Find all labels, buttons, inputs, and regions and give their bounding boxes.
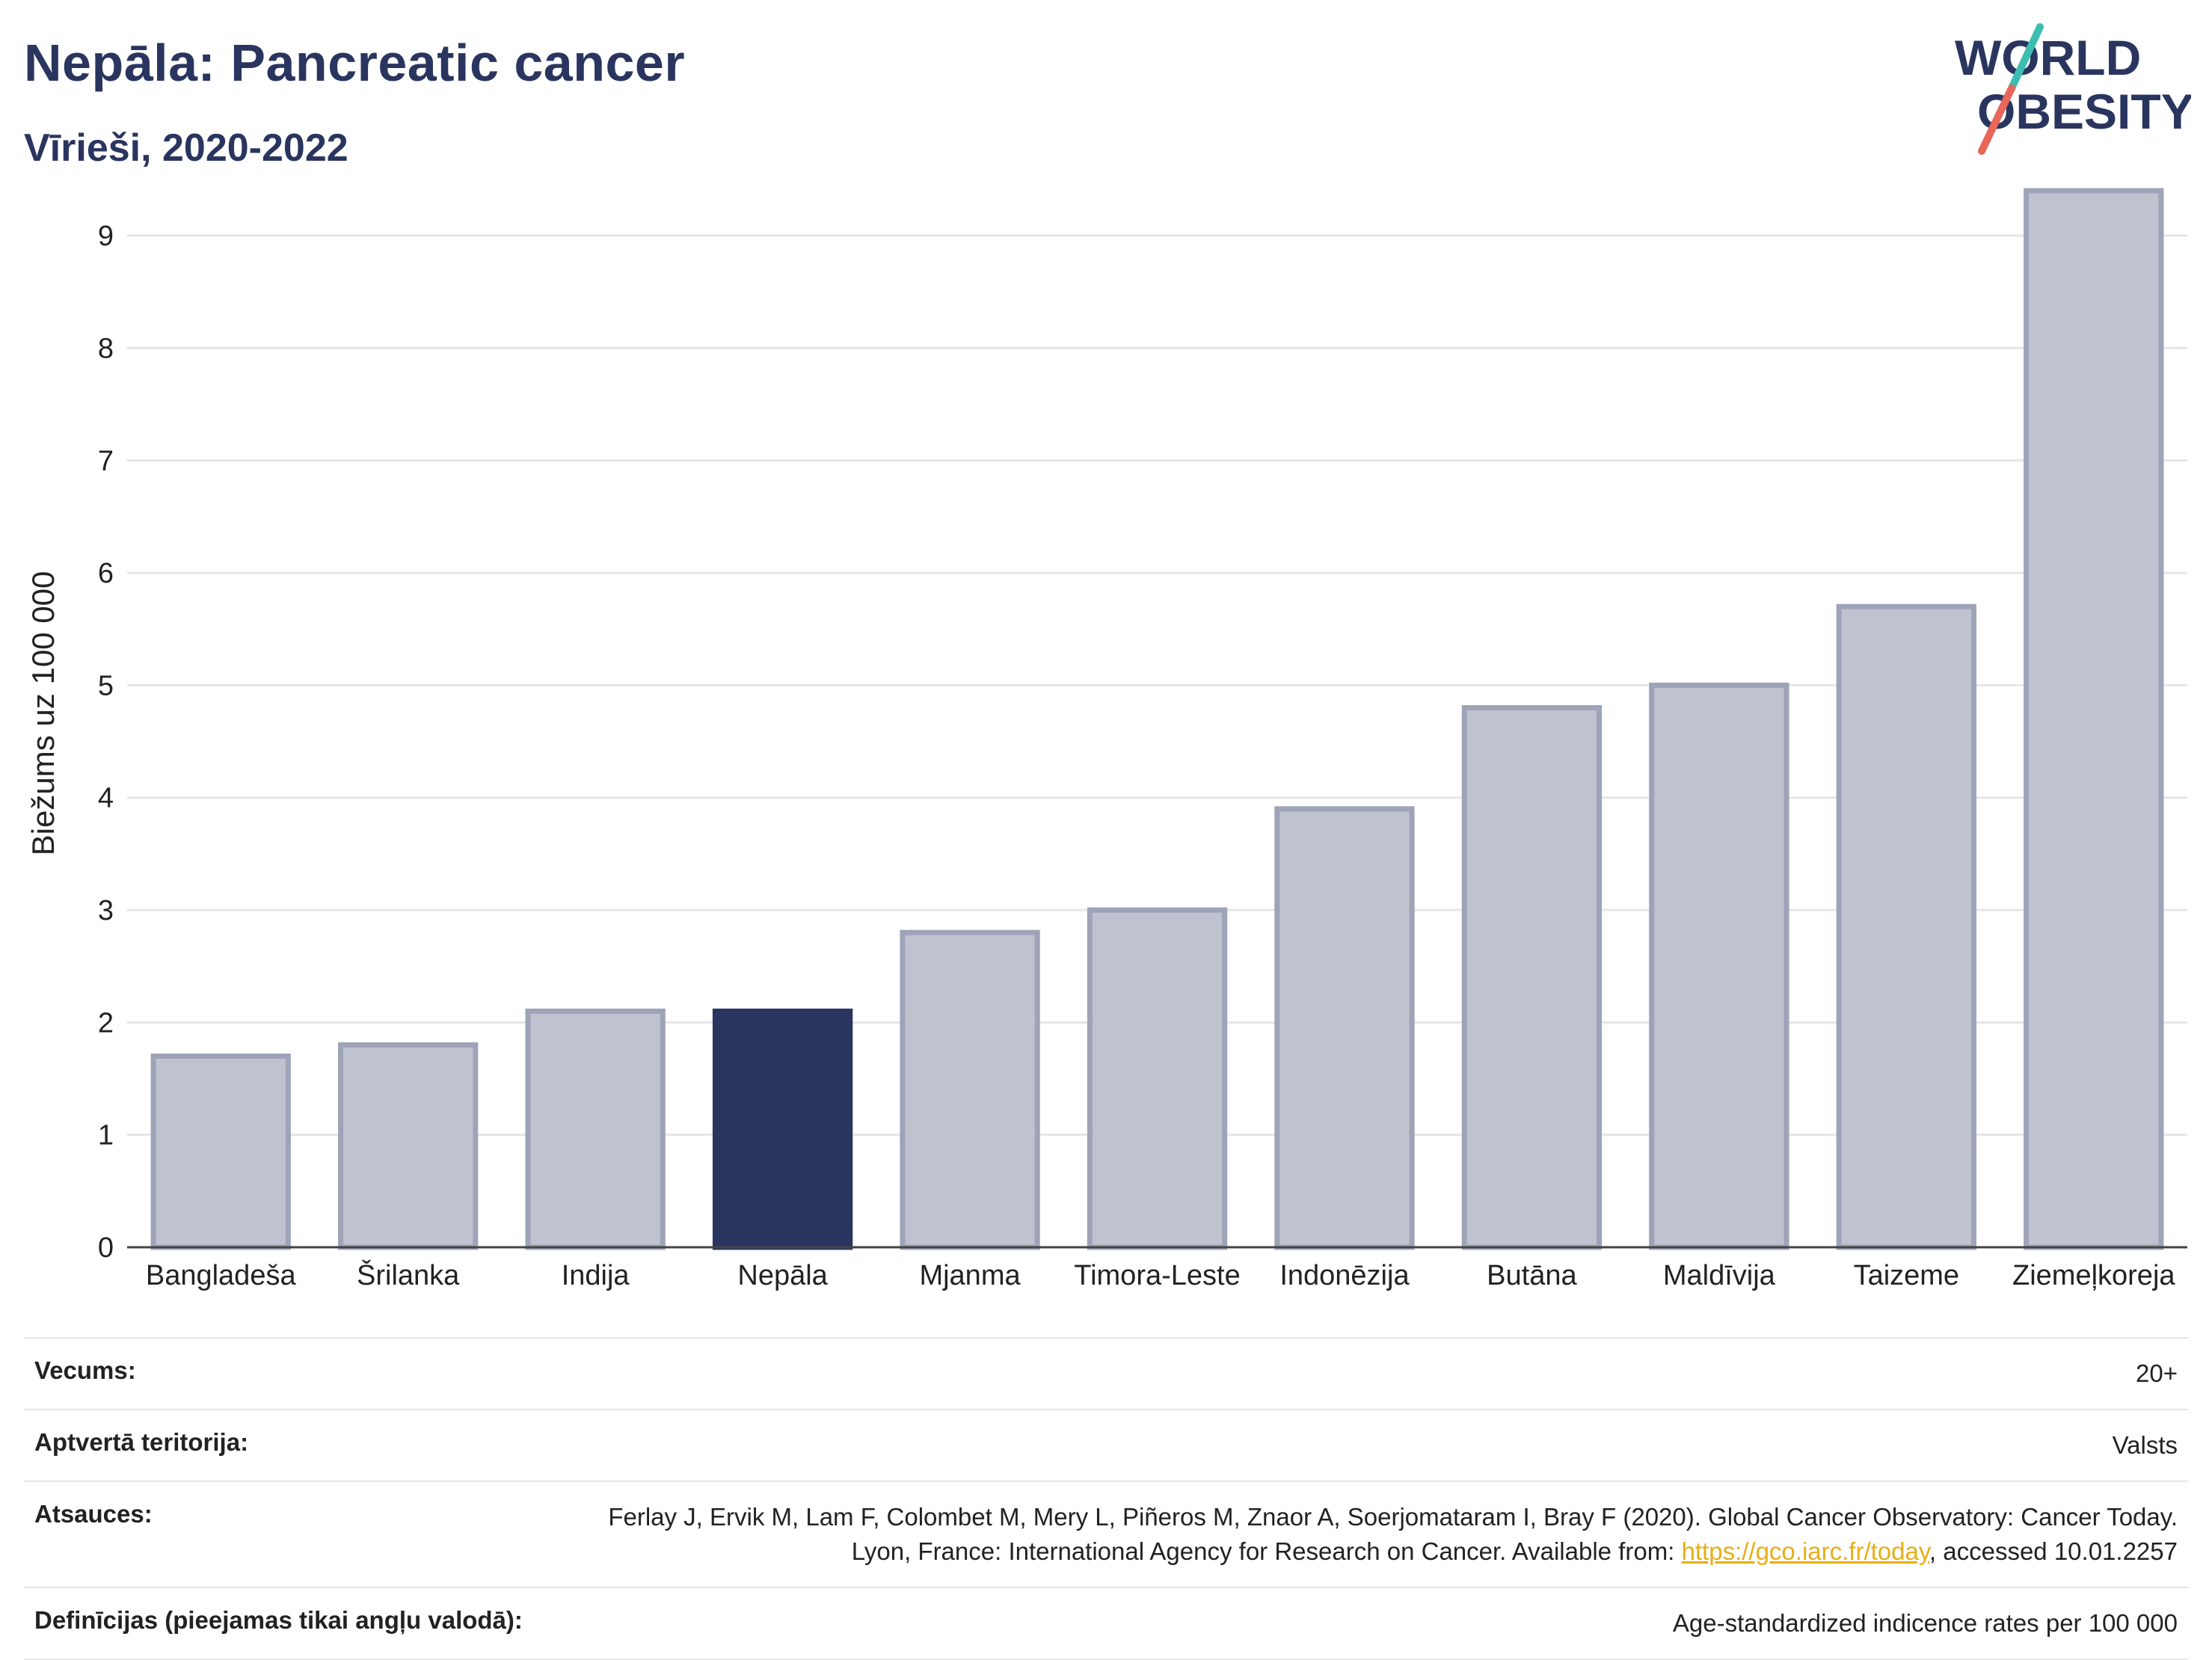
y-tick-label: 0 [98,1232,114,1264]
x-tick-label: Taizeme [1854,1260,1960,1291]
y-tick-label: 5 [98,670,114,701]
bar-Taizeme [1836,603,1976,1250]
info-row-definitions: Definīcijas (pieejamas tikai angļu valod… [24,1587,2188,1660]
coverage-label: Aptvertā teritorija: [34,1428,249,1456]
x-tick-label: Ziemeļkoreja [2012,1260,2175,1291]
bar-chart: 0 1 2 3 4 5 6 7 8 9 Bangladeša Šrilanka Indija Nepāl… [25,188,2187,1291]
x-tick-label: Butāna [1487,1260,1577,1291]
bar-Timora-Leste [1087,907,1228,1250]
info-table: Vecums: 20+ Aptvertā teritorija: Valsts … [24,1337,2188,1660]
y-tick-label: 7 [98,446,114,477]
bar-Bangladeša [150,1053,291,1250]
x-tick-label: Šrilanka [357,1258,460,1291]
x-tick-label: Maldīvija [1663,1260,1776,1291]
bar-Butāna [1461,704,1603,1250]
coverage-value: Valsts [2112,1431,2178,1459]
y-tick-label: 8 [98,333,114,364]
chart-subtitle: Vīrieši, 2020-2022 [24,126,348,170]
x-tick-labels: Bangladeša Šrilanka Indija Nepāla Mjanma Timo… [146,1258,2176,1291]
definitions-value: Age-standardized indicence rates per 100… [1672,1609,2178,1637]
world-obesity-logo: WORLD OBESITY [1955,23,2191,155]
info-row-age: Vecums: 20+ [24,1337,2188,1409]
bars [150,188,2164,1250]
chart-title: Nepāla: Pancreatic cancer [24,34,686,92]
logo-slash-top [2008,23,2044,92]
references-text: Ferlay J, Ervik M, Lam F, Colombet M, Me… [608,1503,2178,1565]
y-tick-labels: 0 1 2 3 4 5 6 7 8 9 [98,221,114,1264]
info-row-references: Atsauces: Ferlay J, Ervik M, Lam F, Colo… [24,1481,2188,1587]
bar-Nepāla [712,1008,853,1250]
info-row-coverage: Aptvertā teritorija: Valsts [24,1409,2188,1481]
definitions-label: Definīcijas (pieejamas tikai angļu valod… [34,1606,523,1634]
y-tick-label: 6 [98,558,114,589]
references-accessed: , accessed 10.01.2257 [1929,1537,2178,1565]
y-tick-label: 1 [98,1120,114,1152]
references-value: Ferlay J, Ervik M, Lam F, Colombet M, Me… [570,1500,2178,1569]
bar-Maldīvija [1649,682,1789,1250]
bar-Ziemeļkoreja [2024,188,2164,1250]
y-tick-label: 4 [98,783,114,814]
x-tick-label: Bangladeša [146,1260,297,1291]
x-tick-label: Timora-Leste [1074,1260,1240,1291]
references-link[interactable]: https://gco.iarc.fr/today [1681,1537,1929,1565]
y-tick-label: 2 [98,1007,114,1039]
x-tick-label: Nepāla [737,1260,828,1291]
references-label: Atsauces: [34,1500,153,1528]
x-tick-label: Indija [562,1260,630,1291]
age-label: Vecums: [34,1356,136,1384]
x-tick-label: Indonēzija [1279,1260,1410,1291]
age-value: 20+ [2136,1359,2178,1387]
bar-Indonēzija [1274,806,1415,1250]
x-tick-label: Mjanma [919,1260,1021,1291]
bar-Šrilanka [338,1042,479,1250]
logo-line1: WORLD [1955,30,2141,85]
y-tick-label: 3 [98,895,114,926]
logo-slash-bottom [1978,84,2015,155]
y-tick-label: 9 [98,221,114,252]
bar-Mjanma [900,929,1040,1250]
y-axis-label: Biežums uz 100 000 [25,571,61,856]
bar-Indija [525,1008,666,1250]
